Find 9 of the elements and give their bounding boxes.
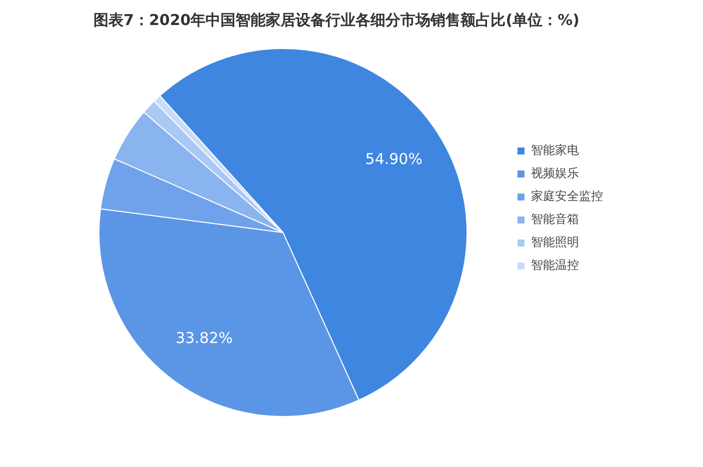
legend-label: 智能家电 [531,143,579,158]
data-label: 33.82% [176,328,233,347]
legend-label: 智能照明 [531,235,579,250]
legend-label: 家庭安全监控 [531,189,603,204]
legend-label: 视频娱乐 [531,166,579,180]
legend-label: 智能温控 [531,258,579,272]
chart-title: 图表7：2020年中国智能家居设备行业各细分市场销售额占比(单位：%) [94,10,580,29]
data-label: 54.90% [365,150,422,168]
legend-label: 智能音箱 [531,212,579,226]
